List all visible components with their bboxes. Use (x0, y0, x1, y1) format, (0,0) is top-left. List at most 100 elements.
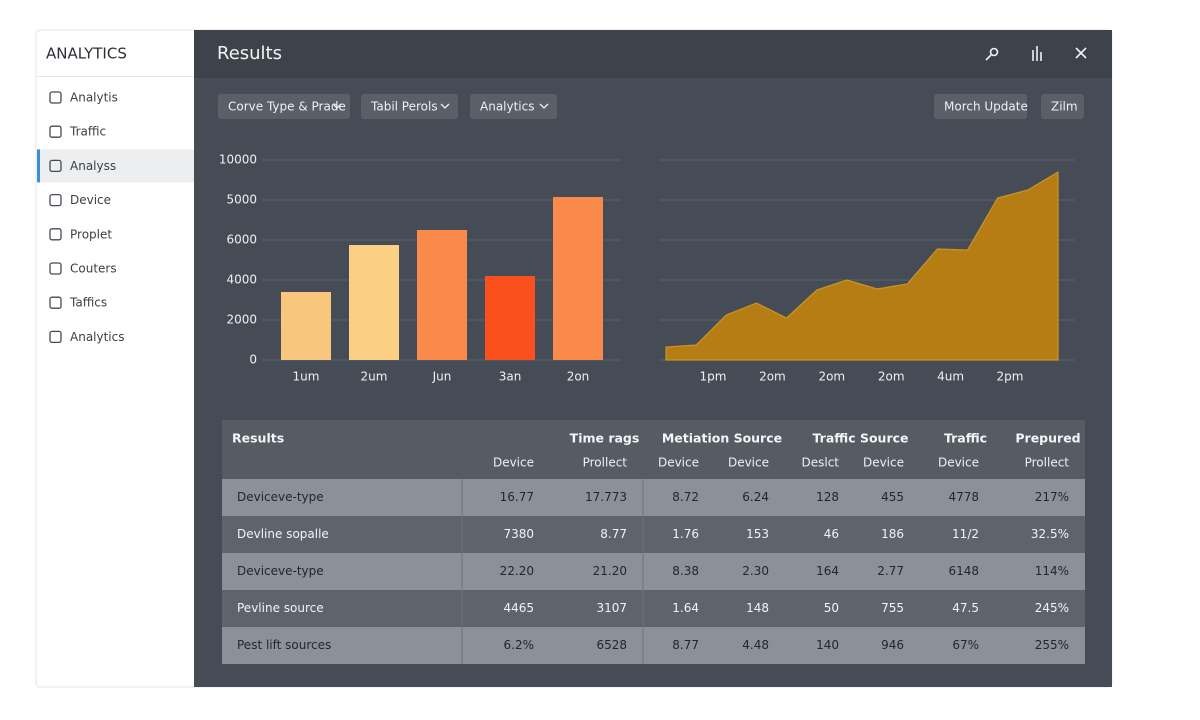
bar (485, 276, 535, 360)
sidebar-icon (49, 125, 62, 138)
table-cell: 153 (746, 527, 769, 541)
key-icon-stem (985, 54, 992, 61)
sidebar-item[interactable]: Traffic (69, 125, 106, 139)
table-row (222, 553, 1085, 590)
x-tick-label: 2om (759, 370, 786, 384)
sidebar-item[interactable]: Device (70, 193, 111, 207)
sidebar-item[interactable]: Analyss (70, 159, 116, 173)
y-tick-label: 2000 (226, 313, 257, 327)
table-header (222, 420, 1085, 479)
table-cell: 22.20 (500, 564, 534, 578)
sidebar-item[interactable]: Taffics (69, 296, 107, 310)
table-cell: 4.48 (742, 638, 769, 652)
bar (553, 197, 603, 360)
table-cell: 3107 (596, 601, 627, 615)
table-subheader: Prollect (583, 456, 628, 470)
sidebar-icon (49, 330, 62, 344)
table-cell: 16.77 (500, 490, 534, 504)
table-cell: 455 (881, 490, 904, 504)
x-tick-label: 2um (361, 370, 388, 384)
key-icon[interactable] (989, 47, 999, 57)
table-cell: 32.5% (1031, 527, 1069, 541)
table-subheader: Device (728, 456, 769, 470)
sidebar-icon (49, 296, 62, 309)
table-cell: 6528 (596, 638, 627, 652)
table-cell: 8.72 (672, 490, 699, 504)
table-row (222, 479, 1085, 516)
table-cell: 2.77 (877, 564, 904, 578)
sidebar-icon (49, 262, 62, 275)
toolbar-button-label: Zilm (1051, 100, 1078, 114)
toolbar-button[interactable] (218, 94, 350, 119)
sidebar-item[interactable]: Proplet (70, 227, 112, 241)
table-cell: 2.30 (742, 564, 769, 578)
table-group-header: Metiation Source (662, 431, 782, 446)
header-bar (194, 30, 1112, 78)
dropdown-caret (440, 103, 450, 109)
toolbar-button-label: Morch Update (944, 100, 1028, 114)
y-tick-label: 4000 (226, 273, 257, 287)
x-tick-label: 4um (937, 370, 964, 384)
sidebar-item[interactable]: Couters (70, 262, 117, 276)
table-group-header: Traffic Source (813, 431, 909, 446)
x-tick-label: 2pm (997, 370, 1024, 384)
x-tick-label: 2om (818, 370, 845, 384)
table-row (222, 590, 1085, 627)
bar (349, 245, 399, 360)
y-tick-label: 0 (249, 353, 257, 367)
table-cell: 7380 (503, 527, 534, 541)
table-cell: 4778 (948, 490, 979, 504)
toolbar-button[interactable] (934, 94, 1027, 119)
table-cell: 1.64 (672, 601, 699, 615)
table-cell: 217% (1035, 490, 1069, 504)
table-cell: 47.5 (952, 601, 979, 615)
table-cell: 255% (1035, 638, 1069, 652)
sidebar-selected-bar (37, 149, 40, 183)
close-icon-stroke (1075, 47, 1087, 59)
table-cell: 11/2 (952, 527, 979, 541)
table-cell: 4465 (503, 601, 534, 615)
table-subheader: Prollect (1025, 456, 1070, 470)
x-tick-label: 1pm (700, 370, 727, 384)
table-group-header: Time rags (570, 431, 640, 446)
table-cell: 164 (816, 564, 839, 578)
dropdown-caret (539, 103, 549, 109)
x-tick-label: 2on (567, 370, 590, 384)
table-group-header: Results (232, 431, 284, 446)
bar (281, 292, 331, 360)
table-row-label: Deviceve-type (237, 490, 324, 504)
table-cell: 8.77 (672, 638, 699, 652)
bar (417, 230, 467, 360)
table-cell: 21.20 (593, 564, 627, 578)
x-tick-label: 1um (293, 370, 320, 384)
y-tick-label: 5000 (226, 193, 257, 207)
toolbar-button-label: Corve Type & Prade (228, 100, 346, 114)
y-tick-label: 6000 (226, 233, 257, 247)
divider (36, 76, 194, 77)
sidebar-item[interactable]: Analytis (70, 91, 118, 105)
table-row-label: Pest lift sources (237, 638, 331, 652)
sidebar-item[interactable]: Analytics (70, 330, 125, 344)
table-cell: 1.76 (672, 527, 699, 541)
toolbar-button[interactable] (361, 94, 458, 119)
table-row-label: Deviceve-type (237, 564, 324, 578)
table-cell: 140 (816, 638, 839, 652)
table-cell: 6148 (948, 564, 979, 578)
table-subheader: Device (493, 456, 534, 470)
toolbar-button[interactable] (470, 94, 557, 119)
table-cell: 128 (816, 490, 839, 504)
sidebar-title: ANALYTICS (46, 45, 127, 63)
table-cell: 946 (881, 638, 904, 652)
toolbar-button[interactable] (1041, 94, 1084, 119)
table-cell: 50 (824, 601, 839, 615)
table-cell: 46 (824, 527, 839, 541)
table-row-label: Pevline source (237, 601, 324, 615)
table-cell: 6.2% (504, 638, 535, 652)
header-title: Results (217, 43, 282, 64)
header-icons (985, 46, 1087, 61)
sidebar-icon (49, 228, 62, 241)
sidebar-icon (49, 193, 62, 207)
table-cell: 755 (881, 601, 904, 615)
table-cell: 8.38 (672, 564, 699, 578)
